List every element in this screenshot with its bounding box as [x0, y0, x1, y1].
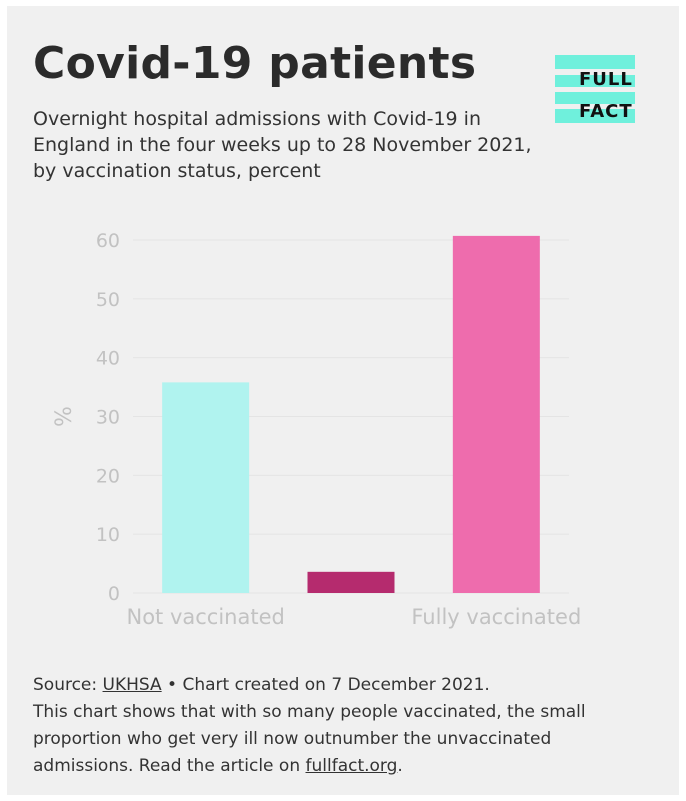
- y-tick-label: 0: [108, 583, 120, 605]
- created-note: • Chart created on 7 December 2021.: [161, 675, 490, 695]
- y-tick-label: 30: [96, 407, 120, 429]
- chart-subtitle: Overnight hospital admissions with Covid…: [33, 108, 532, 182]
- bar: [162, 382, 250, 593]
- y-tick-label: 20: [96, 465, 120, 487]
- logo-word-fact: FACT: [579, 101, 633, 122]
- source-prefix: Source:: [33, 675, 103, 695]
- source-link[interactable]: UKHSA: [102, 675, 162, 695]
- y-tick-label: 40: [96, 348, 120, 370]
- chart-card: Covid-19 patients Overnight hospital adm…: [7, 6, 679, 795]
- y-tick-label: 50: [96, 289, 120, 311]
- x-tick-label: Fully vaccinated: [411, 605, 581, 629]
- logo-stripe: [555, 55, 635, 69]
- article-link[interactable]: fullfact.org: [305, 756, 398, 776]
- chart-footer: Source: UKHSA • Chart created on 7 Decem…: [33, 672, 653, 780]
- y-tick-label: 10: [96, 524, 120, 546]
- bar: [307, 571, 395, 593]
- y-tick-label: 60: [96, 230, 120, 252]
- full-fact-logo: FULL FACT: [555, 55, 635, 123]
- logo-stripe: [555, 75, 635, 87]
- bar: [452, 235, 540, 594]
- footer-end: .: [397, 756, 403, 776]
- logo-stripe: [555, 109, 635, 123]
- logo-word-full: FULL: [579, 69, 633, 90]
- bar-chart: 0 10 20 30 40 50 60% Not vaccinated Fully vaccin…: [52, 230, 581, 629]
- y-axis-label: %: [52, 406, 77, 427]
- chart-description: This chart shows that with so many peopl…: [33, 702, 586, 776]
- page-title: Covid-19 patients: [33, 38, 477, 89]
- x-tick-label: Not vaccinated: [126, 605, 284, 629]
- logo-stripe: [555, 92, 635, 104]
